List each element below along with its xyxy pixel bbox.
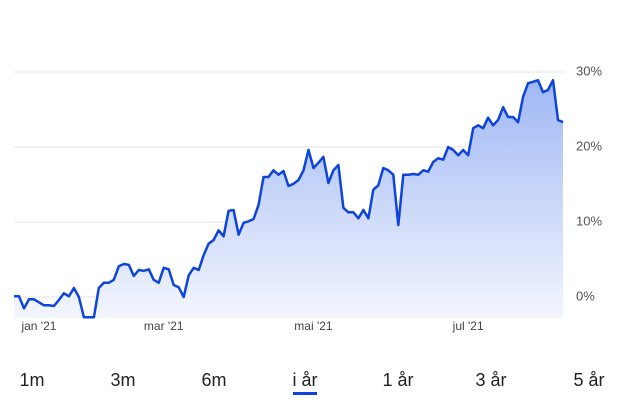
area-fill [14, 80, 563, 318]
x-tick-label: jan '21 [20, 319, 56, 333]
tab[interactable]: 5 år [573, 370, 604, 390]
x-tick-label: mai '21 [294, 319, 333, 333]
y-tick-label: 20% [576, 138, 602, 153]
tab[interactable]: 3 år [475, 370, 506, 390]
tab[interactable]: 1m [19, 370, 44, 390]
y-tick-label: 10% [576, 213, 602, 228]
line [14, 78, 564, 319]
tab[interactable]: 3m [110, 370, 135, 390]
tab[interactable]: i år [292, 370, 317, 390]
tab[interactable]: 6m [201, 370, 226, 390]
tab[interactable]: 1 år [382, 370, 413, 390]
x-tick-label: jul '21 [452, 319, 484, 333]
y-tick-label: 0% [576, 288, 595, 303]
x-tick-label: mar '21 [144, 319, 184, 333]
y-tick-label: 30% [576, 63, 602, 78]
tab-underline [293, 392, 317, 395]
